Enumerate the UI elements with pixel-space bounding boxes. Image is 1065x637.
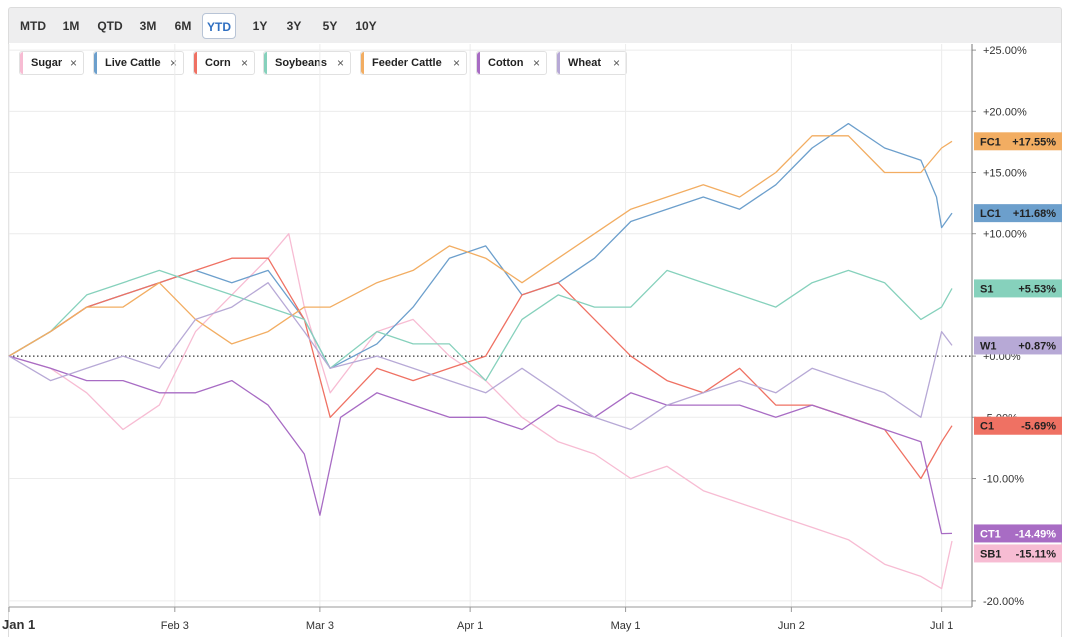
x-tick-label: Jan 1 [2,617,35,632]
end-tag-box [974,132,1062,151]
legend-label: Corn [205,57,231,69]
end-tag-fc1: FC1 +17.55% [974,132,1062,151]
legend-label: Wheat [568,57,601,69]
end-tag-w1: W1 +0.87% [974,336,1062,355]
end-tag-symbol: LC1 [980,208,1001,220]
legend-label: Cotton [488,57,524,69]
end-tag-value: +17.55% [1012,136,1056,148]
series-line-sugar [8,233,953,590]
end-tag-value: +0.87% [1018,340,1056,352]
close-icon[interactable]: × [169,56,177,70]
legend-swatch [20,52,23,74]
y-tick-label: +10.00% [983,229,1027,241]
end-tag-value: -15.11% [1016,548,1057,560]
end-tag-symbol: CT1 [980,528,1001,540]
x-tick-label: May 1 [611,620,641,632]
end-tag-box [974,336,1062,355]
end-tag-symbol: C1 [980,421,994,433]
tag-layer: FC1 +17.55% LC1 +11.68% S1 +5.53% W1 +0.87% C1 -5… [974,132,1062,563]
end-tag-symbol: S1 [980,283,993,295]
range-button-3y[interactable]: 3Y [286,19,302,33]
legend-swatch [477,52,480,74]
end-tag-value: +5.53% [1018,283,1056,295]
end-tag-value: +11.68% [1013,208,1056,220]
axis-layer: +25.00%+20.00%+15.00%+10.00%+0.00%-5.00%… [2,44,1027,632]
end-tag-symbol: FC1 [980,136,1001,148]
legend-swatch [361,52,364,74]
range-button-10y[interactable]: 10Y [355,19,377,33]
end-tag-symbol: SB1 [980,548,1001,560]
legend-chip-live-cattle[interactable]: Live Cattle × [93,51,184,75]
end-tag-sb1: SB1 -15.11% [974,544,1062,563]
end-tag-ct1: CT1 -14.49% [974,524,1062,543]
y-tick-label: +25.00% [983,45,1027,57]
y-tick-label: +15.00% [983,168,1027,180]
range-button-1m[interactable]: 1M [62,19,80,33]
range-button-qtd[interactable]: QTD [97,19,123,33]
series-line-cotton [8,355,953,535]
grid-layer [8,44,972,607]
end-tag-box [974,279,1062,298]
legend-swatch [194,52,197,74]
legend-swatch [264,52,267,74]
legend-chip-sugar[interactable]: Sugar × [19,51,84,75]
legend-label: Sugar [31,57,63,69]
close-icon[interactable]: × [336,56,344,70]
legend-label: Live Cattle [105,57,161,69]
x-tick-label: Jul 1 [930,620,953,632]
legend-label: Soybeans [275,57,327,69]
end-tag-s1: S1 +5.53% [974,279,1062,298]
end-tag-symbol: W1 [980,340,997,352]
legend-chip-wheat[interactable]: Wheat × [556,51,627,75]
range-button-1y[interactable]: 1Y [252,19,268,33]
range-button-mtd[interactable]: MTD [20,19,46,33]
legend-chip-corn[interactable]: Corn × [193,51,255,75]
range-button-3m[interactable]: 3M [139,19,157,33]
legend-label: Feeder Cattle [372,57,442,69]
range-toolbar: MTD 1M QTD 3M 6M YTD 1Y 3Y 5Y 10Y [8,7,1062,43]
end-tag-box [974,204,1062,223]
legend-chip-feeder-cattle[interactable]: Feeder Cattle × [360,51,467,75]
legend-swatch [557,52,560,74]
range-button-ytd[interactable]: YTD [202,13,236,39]
end-tag-c1: C1 -5.69% [974,416,1062,435]
close-icon[interactable]: × [612,56,620,70]
close-icon[interactable]: × [240,56,248,70]
legend-swatch [94,52,97,74]
end-tag-box [974,416,1062,435]
x-tick-label: Jun 2 [778,620,805,632]
legend-chip-soybeans[interactable]: Soybeans × [263,51,351,75]
x-tick-label: Apr 1 [457,620,483,632]
end-tag-box [974,524,1062,543]
close-icon[interactable]: × [69,56,77,70]
end-tag-lc1: LC1 +11.68% [974,204,1062,223]
y-tick-label: -20.00% [983,596,1024,608]
series-layer [8,122,953,590]
range-button-5y[interactable]: 5Y [322,19,338,33]
end-tag-box [974,544,1062,563]
series-line-soybeans [8,269,953,382]
end-tag-value: -14.49% [1015,528,1056,540]
y-tick-label: -10.00% [983,473,1024,485]
close-icon[interactable]: × [452,56,460,70]
series-line-feeder-cattle [8,135,953,357]
legend-chip-cotton[interactable]: Cotton × [476,51,547,75]
series-line-wheat [8,282,953,431]
series-line-live-cattle [8,122,953,369]
close-icon[interactable]: × [532,56,540,70]
series-line-corn [8,257,953,480]
y-tick-label: +20.00% [983,106,1027,118]
x-tick-label: Mar 3 [306,620,334,632]
x-tick-label: Feb 3 [161,620,189,632]
range-button-6m[interactable]: 6M [174,19,192,33]
end-tag-value: -5.69% [1021,421,1056,433]
